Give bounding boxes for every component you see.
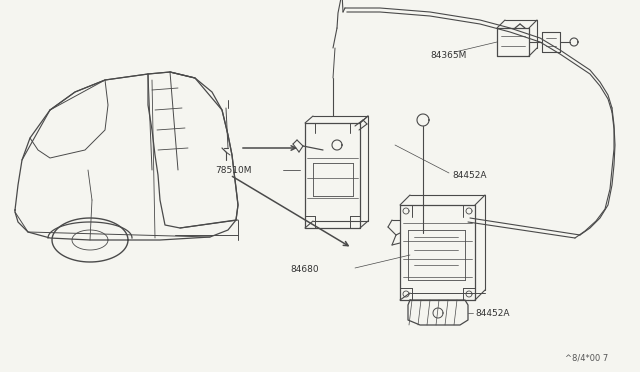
- Text: ^8/4*00 7: ^8/4*00 7: [565, 353, 608, 362]
- Text: 84365M: 84365M: [430, 51, 467, 60]
- Text: 84452A: 84452A: [452, 170, 486, 180]
- Text: 84452A: 84452A: [475, 308, 509, 317]
- Text: 78510M: 78510M: [215, 166, 252, 174]
- Text: 84680: 84680: [290, 266, 319, 275]
